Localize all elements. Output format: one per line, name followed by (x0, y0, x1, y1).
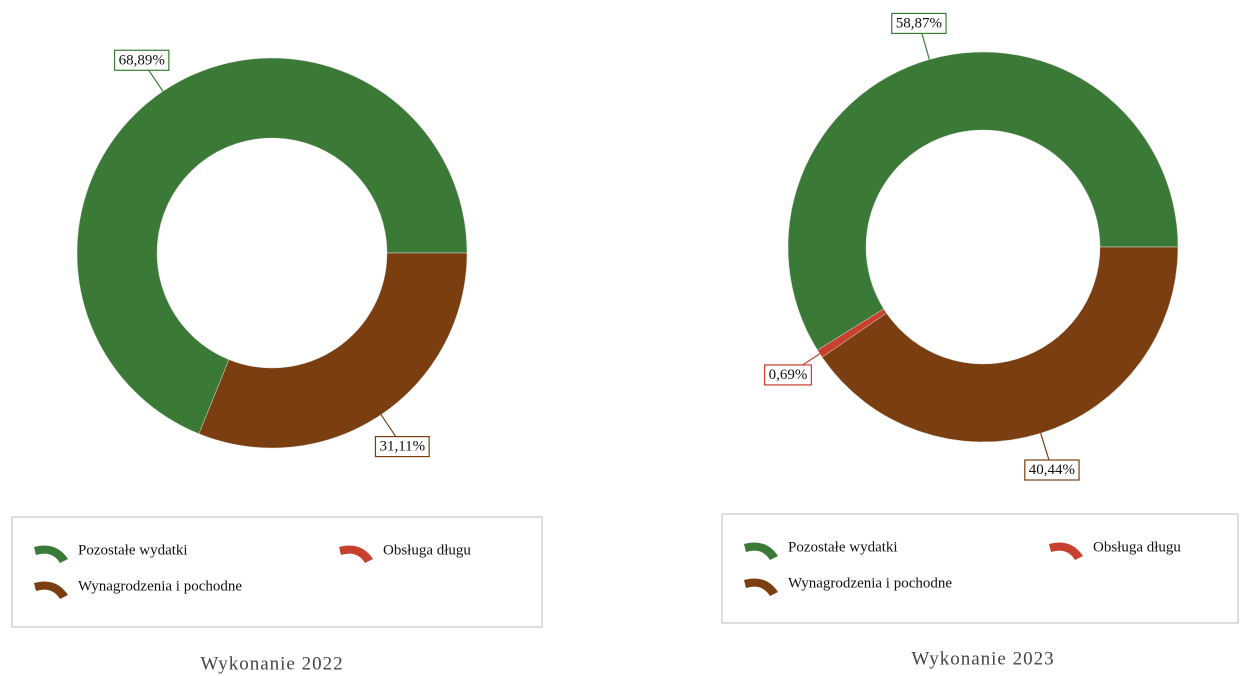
legend-swatch (1049, 542, 1083, 560)
data-label-box (1024, 459, 1080, 481)
legend-label: Obsługa długu (1093, 539, 1181, 555)
legend-box (721, 513, 1239, 624)
legend-label: Pozostałe wydatki (788, 539, 898, 555)
data-label-box (374, 435, 430, 458)
chart-title: Wykonanie 2022 (200, 653, 343, 674)
legend-swatch (34, 581, 68, 599)
legend-label: Obsługa długu (383, 542, 471, 558)
legend-swatch (744, 578, 778, 596)
donut-segment (198, 252, 468, 449)
data-label-box (891, 12, 947, 35)
legend-label: Wynagrodzenia i pochodne (78, 578, 242, 594)
legend-label: Pozostałe wydatki (78, 542, 188, 558)
legend-box (11, 516, 543, 628)
data-label: 40,44% (1029, 462, 1075, 478)
data-label-box (113, 49, 170, 71)
data-label: 0,69% (769, 367, 808, 383)
data-label-box (764, 364, 812, 386)
data-label: 68,89% (119, 52, 165, 68)
legend-swatch (744, 542, 778, 560)
donut-segment (787, 51, 1179, 351)
data-label: 31,11% (379, 439, 425, 455)
donut-segment (76, 57, 468, 435)
chart-title: Wykonanie 2023 (911, 648, 1054, 669)
legend-label: Wynagrodzenia i pochodne (788, 575, 952, 591)
legend-swatch (34, 545, 68, 563)
legend-swatch (339, 545, 373, 563)
donut-segment (821, 246, 1179, 443)
data-label: 58,87% (896, 15, 942, 31)
